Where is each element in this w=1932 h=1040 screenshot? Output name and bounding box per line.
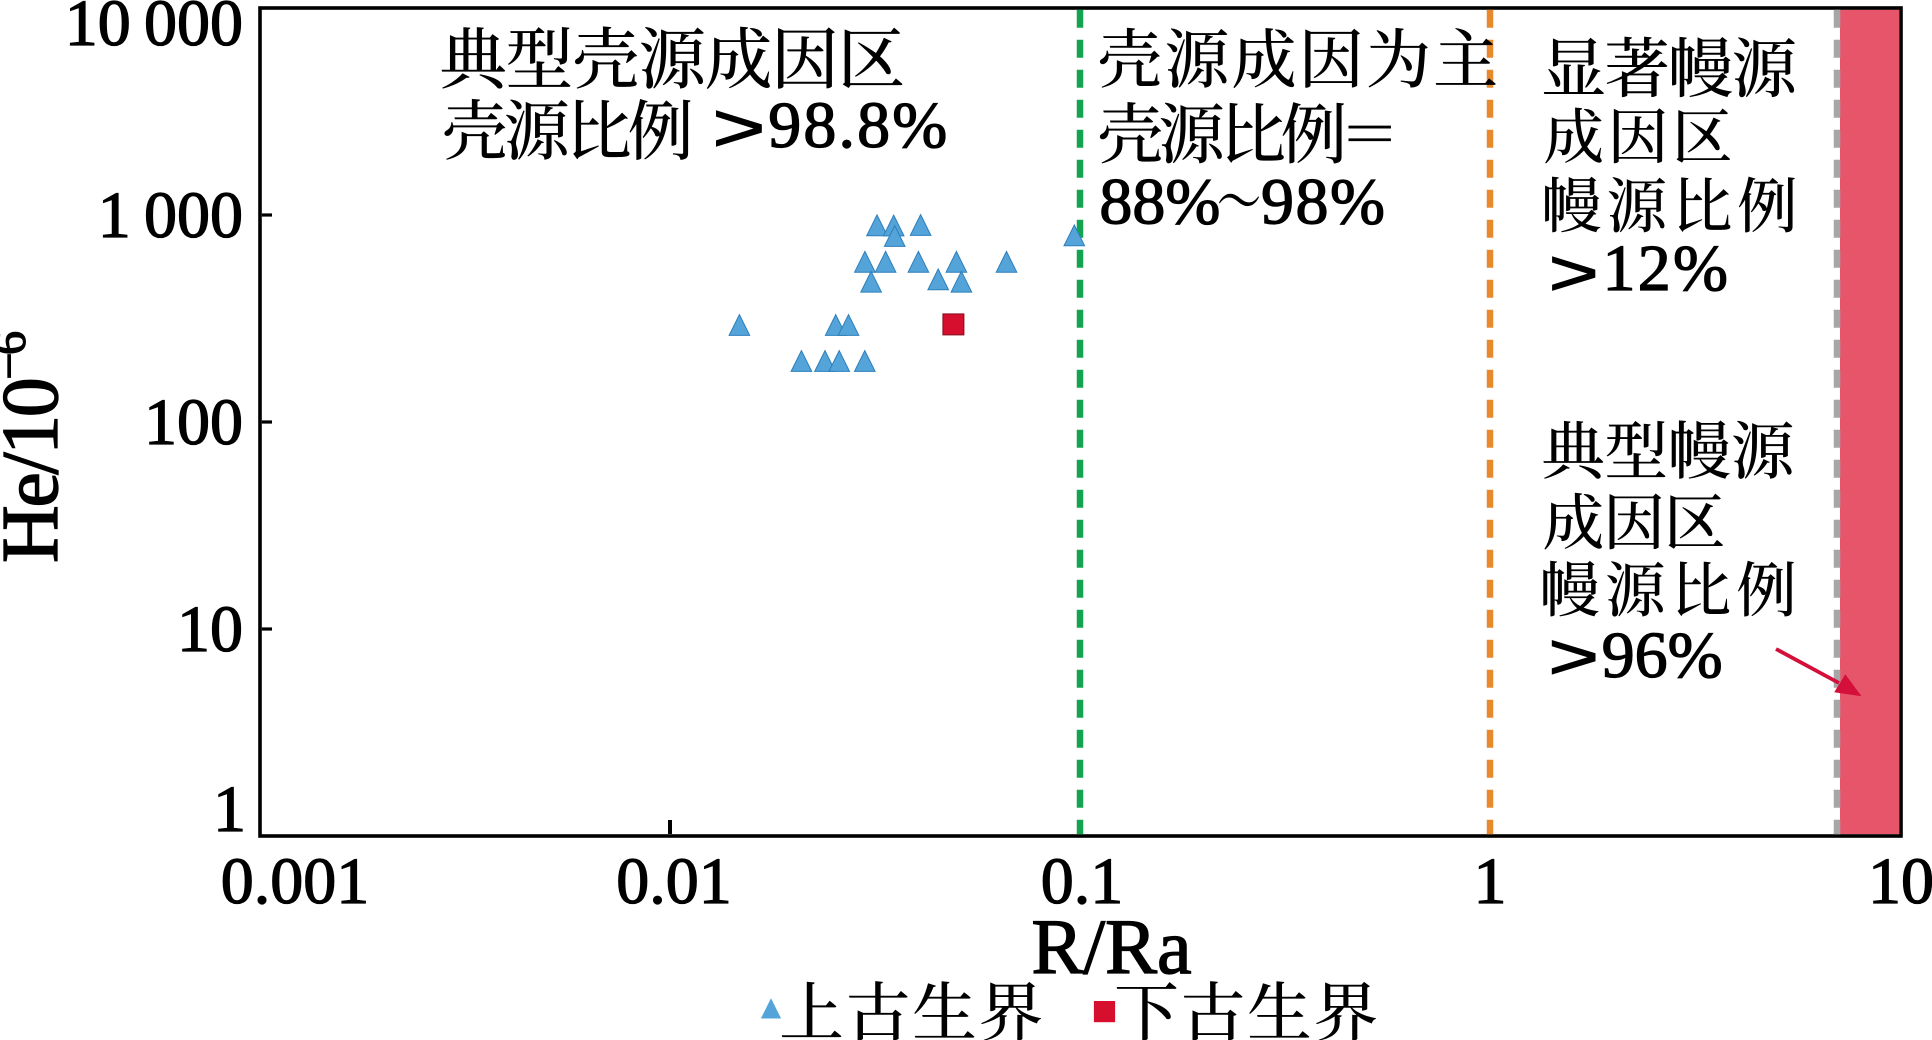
svg-text:10 000: 10 000 (65, 0, 243, 60)
svg-text:100: 100 (144, 386, 243, 459)
svg-text:10: 10 (1868, 845, 1932, 918)
svg-text:1: 1 (1474, 845, 1507, 918)
svg-text:0.1: 0.1 (1041, 845, 1124, 918)
svg-text:0.01: 0.01 (616, 845, 732, 918)
svg-text:98%: 98% (1261, 166, 1385, 239)
svg-text:12%: 12% (1603, 232, 1729, 305)
svg-text:R/Ra: R/Ra (1031, 903, 1191, 990)
svg-text:88%: 88% (1099, 166, 1220, 239)
svg-text:98.8%: 98.8% (768, 89, 947, 162)
svg-text:1 000: 1 000 (98, 179, 243, 252)
svg-text:1: 1 (213, 773, 246, 846)
svg-text:10: 10 (177, 593, 243, 666)
svg-text:96%: 96% (1602, 619, 1723, 692)
svg-text:0.001: 0.001 (221, 845, 370, 918)
